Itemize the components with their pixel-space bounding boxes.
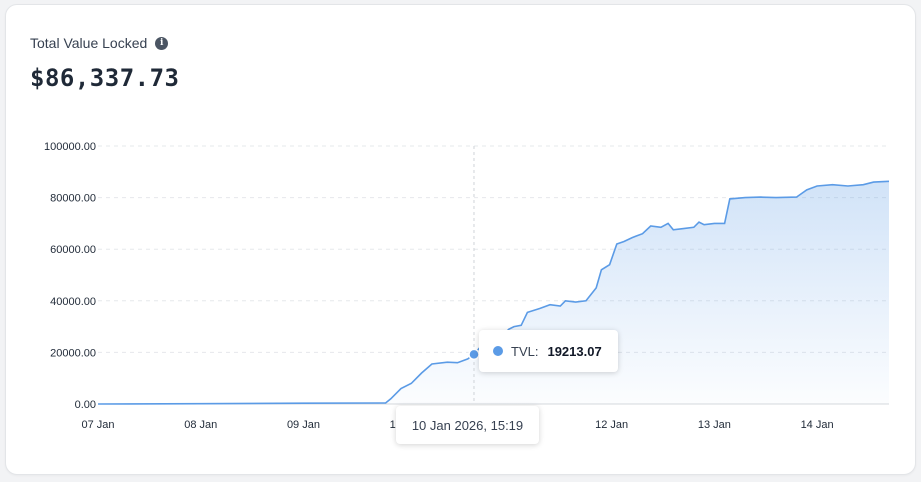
x-tick-label: 14 Jan — [801, 419, 834, 431]
x-tick-label: 08 Jan — [184, 419, 217, 431]
y-axis: 0.00 20000.00 40000.00 60000.00 80000.00 1000… — [44, 141, 96, 411]
y-tick-label: 100000.00 — [44, 141, 96, 153]
y-tick-label: 40000.00 — [50, 296, 96, 308]
y-tick-label: 0.00 — [75, 399, 96, 411]
time-tooltip: 10 Jan 2026, 15:19 — [396, 406, 539, 444]
x-tick-label: 09 Jan — [287, 419, 320, 431]
tooltip-series-label: TVL: — [511, 343, 539, 359]
tvl-area — [98, 181, 889, 404]
card-title: Total Value Locked — [30, 35, 148, 51]
hover-point — [468, 348, 480, 361]
x-tick-label: 13 Jan — [698, 419, 731, 431]
tvl-value: $86,337.73 — [30, 64, 180, 92]
y-tick-label: 80000.00 — [50, 193, 96, 205]
series-dot-icon — [493, 346, 503, 356]
value-tooltip: TVL: 19213.07 — [479, 330, 618, 372]
y-tick-label: 60000.00 — [50, 244, 96, 256]
y-tick-label: 20000.00 — [50, 347, 96, 359]
x-tick-label: 12 Jan — [595, 419, 628, 431]
tooltip-value: 19213.07 — [547, 343, 602, 359]
x-tick-label: 07 Jan — [81, 419, 114, 431]
info-circle-icon[interactable]: i — [155, 36, 169, 50]
title-row: Total Value Locked i — [30, 35, 169, 51]
tvl-line — [97, 180, 890, 405]
